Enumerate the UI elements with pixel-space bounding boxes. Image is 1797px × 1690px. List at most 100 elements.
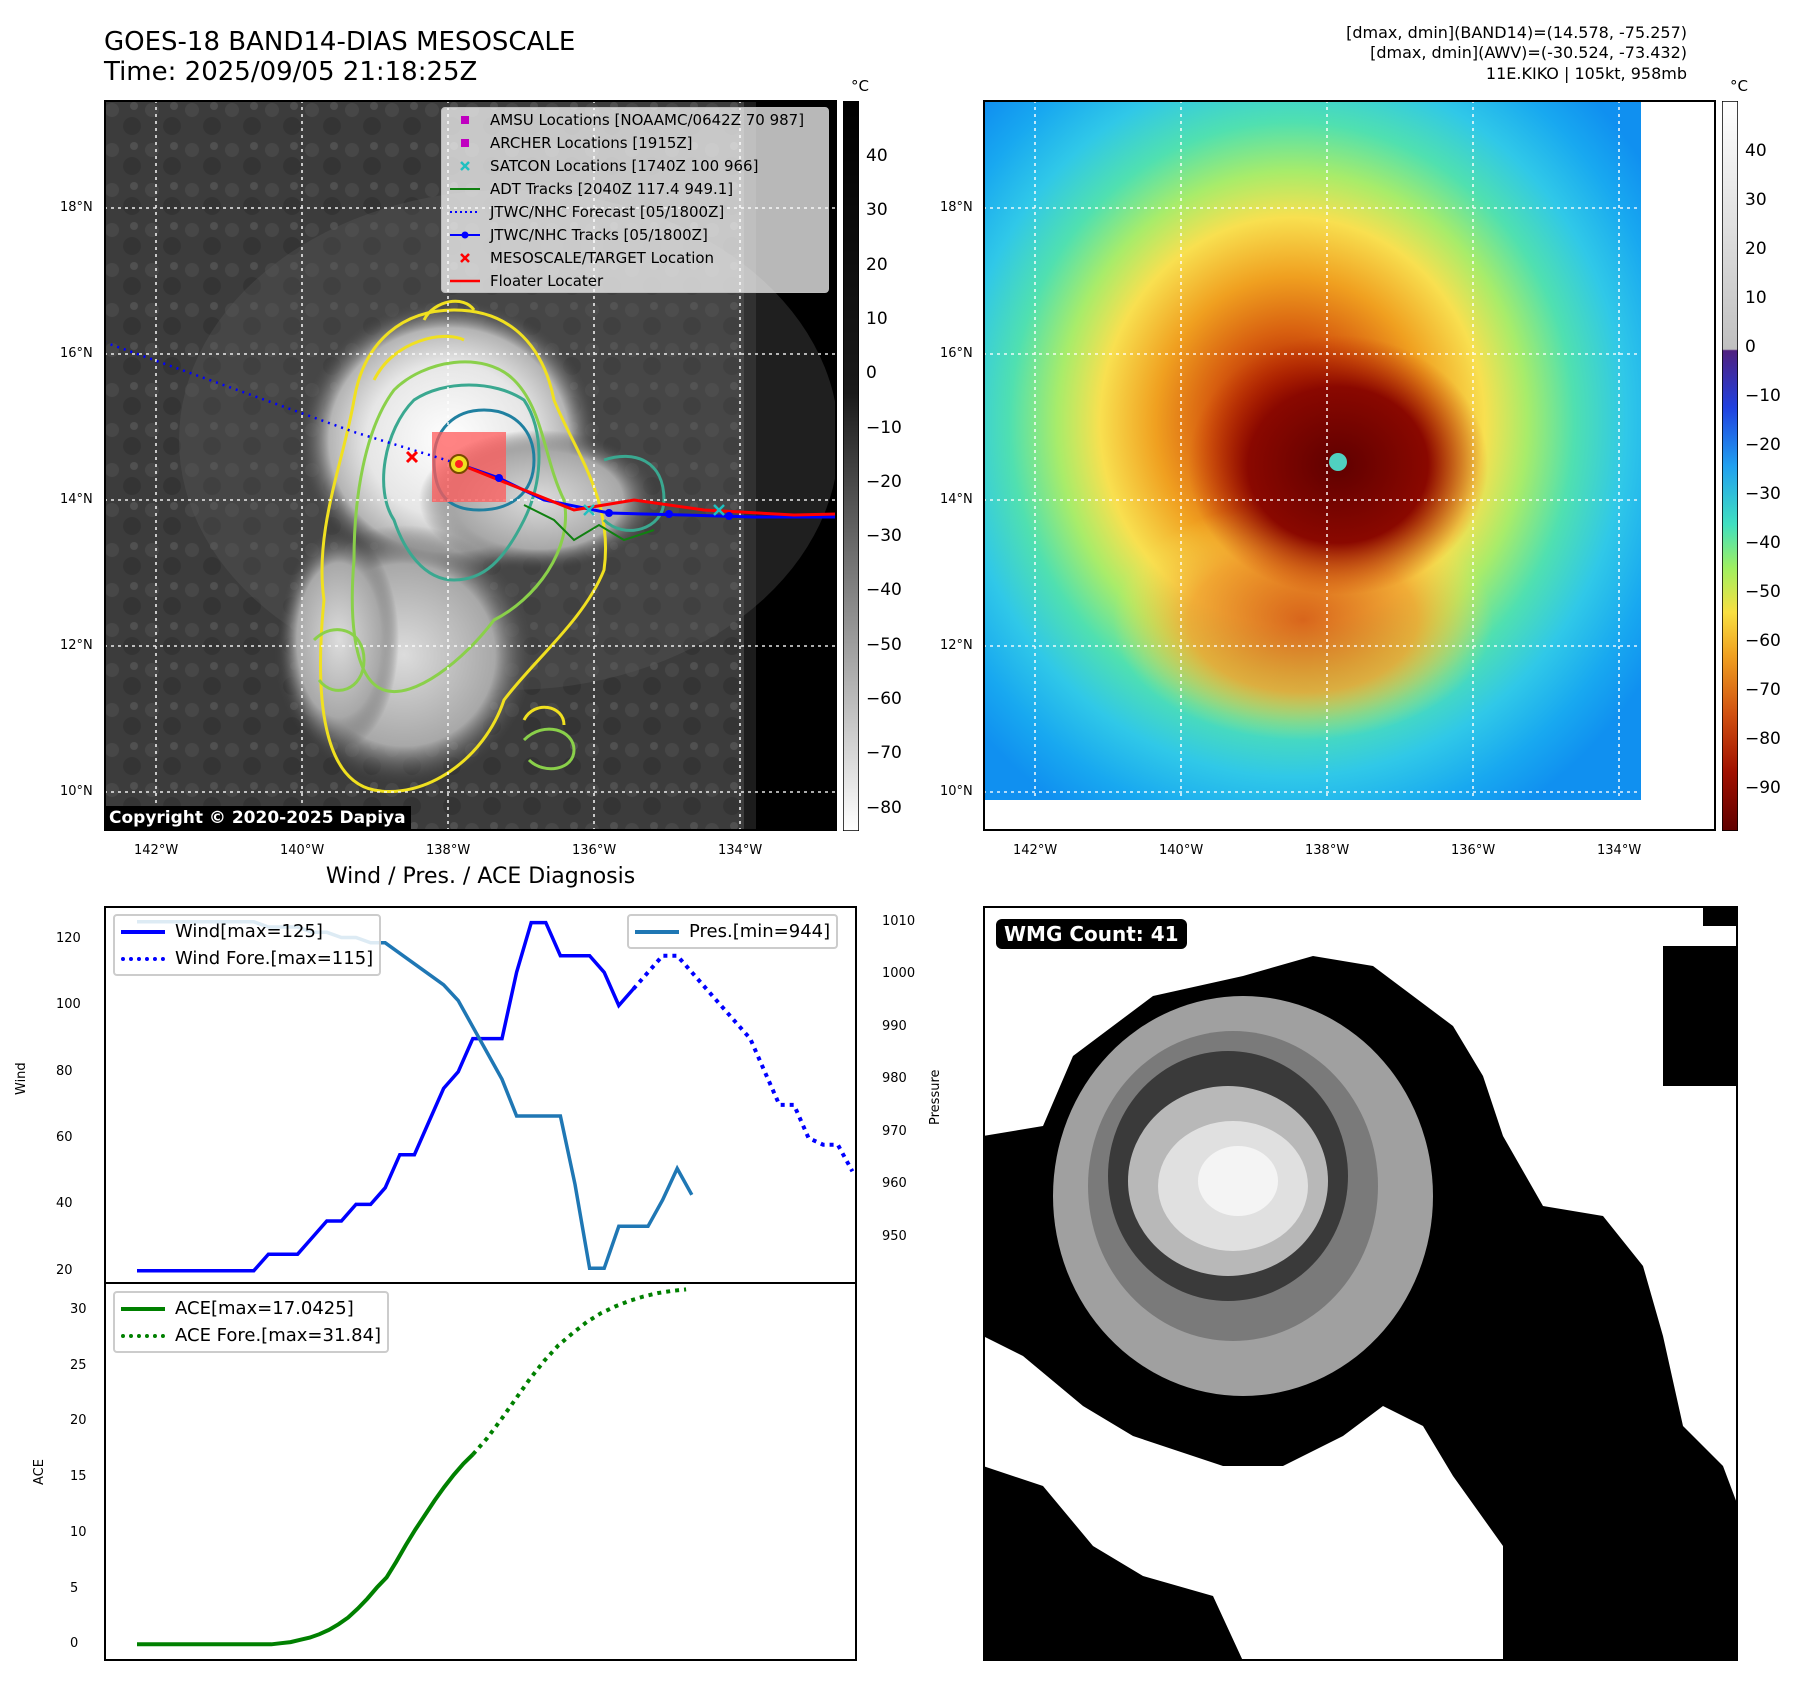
wind-axis-label: Wind xyxy=(14,1062,29,1095)
lat-label: 18°N xyxy=(60,200,93,215)
ace-tick: 15 xyxy=(70,1469,87,1485)
colorbar-tick: −80 xyxy=(866,797,902,818)
colorbar-tick: 10 xyxy=(866,308,888,329)
pressure-tick: 980 xyxy=(882,1071,907,1087)
colorbar-tick: −50 xyxy=(1745,582,1781,602)
ace-chart-frame xyxy=(104,1282,857,1661)
ace-tick: 25 xyxy=(70,1357,87,1373)
pressure-tick: 970 xyxy=(882,1123,907,1139)
colorbar-tick: −60 xyxy=(1745,631,1781,651)
ace-forecast-line xyxy=(471,1287,687,1456)
legend-item-forecast: JTWC/NHC Forecast [05/1800Z] xyxy=(442,200,828,223)
colorbar-tick: −30 xyxy=(1745,484,1781,504)
square-icon xyxy=(448,113,482,127)
wind-legend: Wind[max=125] Wind Fore.[max=115] xyxy=(113,914,382,976)
legend-item-satcon: SATCON Locations [1740Z 100 966] xyxy=(442,154,828,177)
lon-label: 138°W xyxy=(426,843,471,858)
line-icon xyxy=(121,1306,165,1311)
pressure-legend: Pres.[min=944] xyxy=(627,914,839,949)
wmg-panel-frame xyxy=(983,906,1738,1661)
dotted-line-icon xyxy=(448,205,482,219)
left-colorbar xyxy=(843,101,859,831)
colorbar-tick: −10 xyxy=(866,417,902,438)
lat-label: 10°N xyxy=(60,784,93,799)
wind-tick: 40 xyxy=(56,1196,73,1212)
legend-wind-fore: Wind Fore.[max=115] xyxy=(121,945,373,972)
colorbar-tick: 30 xyxy=(866,200,888,221)
wind-tick: 100 xyxy=(56,997,81,1013)
colorbar-tick: −70 xyxy=(1745,680,1781,700)
colorbar-tick: −40 xyxy=(866,580,902,601)
pressure-tick: 1000 xyxy=(882,966,916,982)
lon-label: 134°W xyxy=(718,843,763,858)
wv-map-frame xyxy=(983,100,1716,831)
lon-label: 136°W xyxy=(1451,843,1496,858)
legend-ace-fore: ACE Fore.[max=31.84] xyxy=(121,1322,381,1349)
lon-label: 134°W xyxy=(1597,843,1642,858)
pressure-tick: 1010 xyxy=(882,913,916,929)
line-icon xyxy=(448,182,482,196)
line-icon xyxy=(635,929,679,934)
legend-item-adt: ADT Tracks [2040Z 117.4 949.1] xyxy=(442,177,828,200)
legend-item-tracks: JTWC/NHC Tracks [05/1800Z] xyxy=(442,223,828,246)
colorbar-tick: −20 xyxy=(1745,435,1781,455)
lon-label: 140°W xyxy=(1159,843,1204,858)
ace-line xyxy=(137,1452,475,1647)
wind-tick: 20 xyxy=(56,1262,73,1278)
wmg-count-badge: WMG Count: 41 xyxy=(996,919,1187,949)
colorbar-tick: 10 xyxy=(1745,288,1767,308)
lon-label: 140°W xyxy=(280,843,325,858)
map-legend: AMSU Locations [NOAAMC/0642Z 70 987] ARC… xyxy=(441,107,829,293)
lat-label: 14°N xyxy=(60,492,93,507)
legend-item-target: MESOSCALE/TARGET Location xyxy=(442,246,828,269)
colorbar-tick: 30 xyxy=(1745,190,1767,210)
colorbar-tick: 20 xyxy=(866,254,888,275)
square-icon xyxy=(448,136,482,150)
ir-map-frame xyxy=(104,100,837,831)
colorbar-tick: −80 xyxy=(1745,729,1781,749)
legend-item-archer: ARCHER Locations [1915Z] xyxy=(442,131,828,154)
lat-label: 18°N xyxy=(940,200,973,215)
lat-label: 12°N xyxy=(940,638,973,653)
colorbar-tick: 0 xyxy=(866,363,877,384)
colorbar-tick: 40 xyxy=(866,146,888,166)
wind-tick: 60 xyxy=(56,1130,73,1146)
colorbar-tick: −90 xyxy=(1745,778,1781,798)
pressure-tick: 960 xyxy=(882,1176,907,1192)
ace-tick: 10 xyxy=(70,1524,87,1540)
ace-tick: 20 xyxy=(70,1413,87,1429)
line-icon xyxy=(448,274,482,288)
lat-label: 16°N xyxy=(940,346,973,361)
wind-forecast-line xyxy=(631,953,855,1173)
lat-label: 12°N xyxy=(60,638,93,653)
lat-label: 14°N xyxy=(940,492,973,507)
lon-label: 136°W xyxy=(572,843,617,858)
colorbar-tick: −40 xyxy=(1745,533,1781,553)
dotted-line-icon xyxy=(121,1333,165,1338)
chart-title-line1: GOES-18 BAND14-DIAS MESOSCALE xyxy=(104,27,576,57)
wv-map xyxy=(983,100,1716,831)
x-marker-icon xyxy=(448,251,482,265)
colorbar-tick: −50 xyxy=(866,634,902,655)
wind-line xyxy=(137,920,635,1273)
colorbar-tick: −30 xyxy=(866,526,902,547)
right-colorbar xyxy=(1722,101,1738,831)
colorbar-tick: 0 xyxy=(1745,337,1756,357)
info-line-3: 11E.KIKO | 105kt, 958mb xyxy=(1485,64,1687,83)
lon-label: 138°W xyxy=(1305,843,1350,858)
diagnosis-title: Wind / Pres. / ACE Diagnosis xyxy=(325,864,636,889)
legend-pres: Pres.[min=944] xyxy=(635,918,830,945)
colorbar-tick: −60 xyxy=(866,689,902,709)
wind-tick: 120 xyxy=(56,931,81,947)
lat-label: 16°N xyxy=(60,346,93,361)
lon-label: 142°W xyxy=(134,843,179,858)
legend-wind: Wind[max=125] xyxy=(121,918,373,945)
ace-chart xyxy=(137,1287,687,1647)
right-colorbar-unit: °C xyxy=(1730,77,1748,95)
line-icon xyxy=(121,929,165,934)
wmg-panel xyxy=(983,906,1738,1661)
lat-label: 10°N xyxy=(940,784,973,799)
wind-tick: 80 xyxy=(56,1063,73,1079)
ace-legend: ACE[max=17.0425] ACE Fore.[max=31.84] xyxy=(113,1291,390,1353)
pressure-tick: 990 xyxy=(882,1018,907,1034)
